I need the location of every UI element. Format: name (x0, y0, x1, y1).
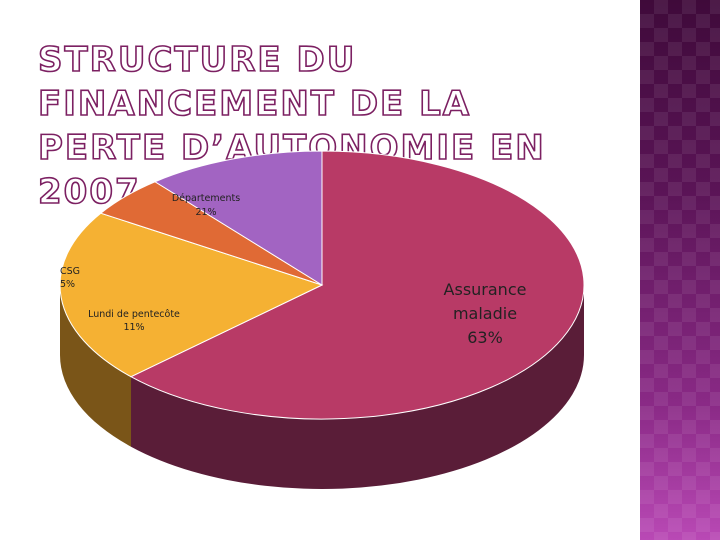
data-label-lundi-de-pentec-te: Lundi de pentecôte 11% (88, 309, 180, 333)
pie-slice-assurance-maladie (129, 150, 585, 420)
pie-slice-d-partements (59, 212, 324, 378)
pie-side-assurance-maladie (131, 285, 584, 489)
data-label-assurance-maladie: Assurance maladie 63% (444, 280, 527, 347)
decorative-side-panel (640, 0, 720, 540)
data-label-d-partements: Départements 21% (172, 193, 240, 218)
data-label-csg: CSG 5% (60, 266, 80, 290)
side-divider (626, 0, 628, 540)
pie-side-d-partements (60, 285, 132, 447)
pie-sides (60, 285, 584, 489)
pie-labels: Assurance maladie 63% Départements 21% CSG 5% L… (60, 193, 526, 347)
pie-tops (59, 150, 585, 420)
slide-title: STRUCTURE DU FINANCEMENT DE LA PERTE D’A… (37, 39, 546, 213)
pie-slice-lundi-de-pentec-te (153, 150, 323, 286)
